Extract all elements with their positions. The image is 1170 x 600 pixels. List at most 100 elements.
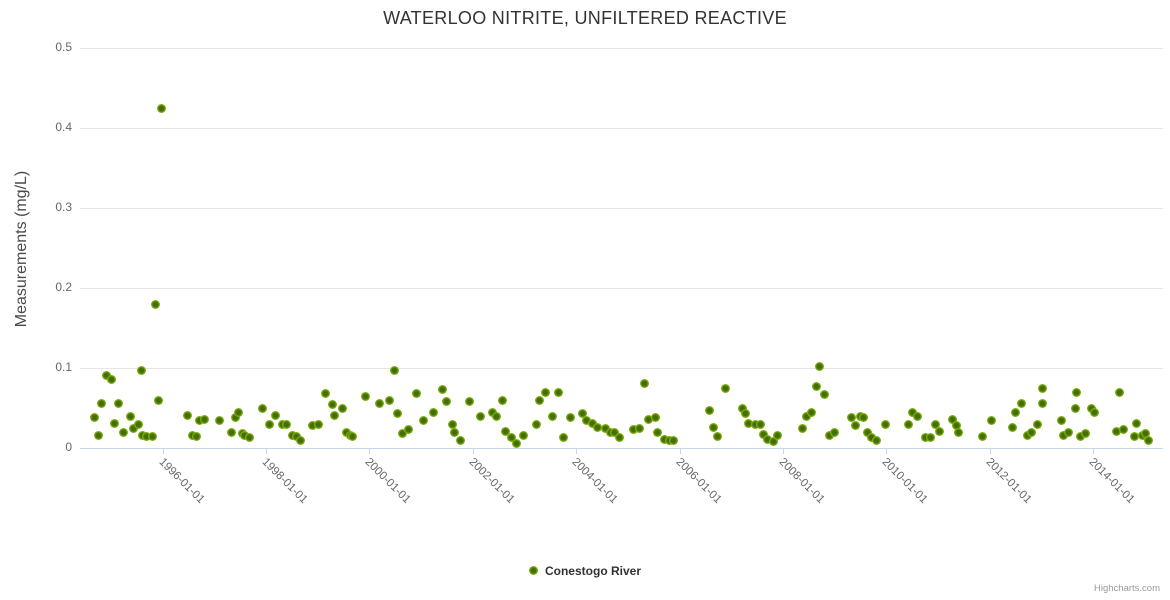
data-point[interactable] — [500, 426, 510, 436]
data-point[interactable] — [192, 432, 202, 442]
data-point[interactable] — [952, 421, 962, 431]
data-point[interactable] — [659, 434, 669, 444]
data-point[interactable] — [134, 419, 144, 429]
data-point[interactable] — [338, 404, 348, 414]
data-point[interactable] — [1089, 407, 1099, 417]
data-point[interactable] — [321, 389, 331, 399]
data-point[interactable] — [1059, 430, 1069, 440]
data-point[interactable] — [881, 420, 891, 430]
data-point[interactable] — [851, 421, 861, 431]
data-point[interactable] — [329, 410, 339, 420]
data-point[interactable] — [824, 430, 834, 440]
data-point[interactable] — [437, 385, 447, 395]
data-point[interactable] — [292, 431, 302, 441]
data-point[interactable] — [535, 396, 545, 406]
data-point[interactable] — [704, 405, 714, 415]
data-point[interactable] — [1027, 427, 1037, 437]
data-point[interactable] — [653, 428, 663, 438]
data-point[interactable] — [913, 412, 923, 422]
data-point[interactable] — [245, 433, 255, 443]
data-point[interactable] — [987, 415, 997, 425]
data-point[interactable] — [858, 413, 868, 423]
data-point[interactable] — [759, 429, 769, 439]
data-point[interactable] — [110, 418, 120, 428]
data-point[interactable] — [1076, 432, 1086, 442]
data-point[interactable] — [200, 414, 210, 424]
data-point[interactable] — [926, 433, 936, 443]
data-point[interactable] — [265, 419, 275, 429]
data-point[interactable] — [1037, 384, 1047, 394]
data-point[interactable] — [547, 412, 557, 422]
data-point[interactable] — [566, 413, 576, 423]
data-point[interactable] — [1112, 426, 1122, 436]
data-point[interactable] — [614, 433, 624, 443]
data-point[interactable] — [977, 432, 987, 442]
data-point[interactable] — [553, 388, 563, 398]
data-point[interactable] — [102, 370, 112, 380]
data-point[interactable] — [231, 413, 241, 423]
data-point[interactable] — [114, 398, 124, 408]
data-point[interactable] — [511, 438, 521, 448]
data-point[interactable] — [137, 430, 147, 440]
data-point[interactable] — [389, 365, 399, 375]
data-point[interactable] — [239, 430, 249, 440]
data-point[interactable] — [1114, 387, 1124, 397]
data-point[interactable] — [720, 383, 730, 393]
data-point[interactable] — [807, 407, 817, 417]
data-point[interactable] — [743, 418, 753, 428]
data-point[interactable] — [1081, 429, 1091, 439]
data-point[interactable] — [768, 437, 778, 447]
data-point[interactable] — [531, 420, 541, 430]
data-point[interactable] — [126, 411, 136, 421]
data-point[interactable] — [954, 427, 964, 437]
data-point[interactable] — [360, 392, 370, 402]
data-point[interactable] — [1131, 418, 1141, 428]
data-point[interactable] — [587, 418, 597, 428]
data-point[interactable] — [708, 422, 718, 432]
data-point[interactable] — [1033, 420, 1043, 430]
data-point[interactable] — [476, 411, 486, 421]
data-point[interactable] — [1007, 422, 1017, 432]
data-point[interactable] — [1064, 427, 1074, 437]
data-point[interactable] — [119, 427, 129, 437]
data-point[interactable] — [107, 374, 117, 384]
data-point[interactable] — [592, 422, 602, 432]
data-point[interactable] — [398, 429, 408, 439]
data-point[interactable] — [215, 416, 225, 426]
data-point[interactable] — [755, 420, 765, 430]
data-point[interactable] — [811, 381, 821, 391]
data-point[interactable] — [713, 432, 723, 442]
data-point[interactable] — [506, 433, 516, 443]
data-point[interactable] — [668, 435, 678, 445]
data-point[interactable] — [871, 435, 881, 445]
data-point[interactable] — [488, 407, 498, 417]
data-point[interactable] — [640, 378, 649, 388]
data-point[interactable] — [1057, 415, 1067, 425]
data-point[interactable] — [374, 398, 384, 408]
data-point[interactable] — [1129, 432, 1139, 442]
data-point[interactable] — [347, 432, 357, 442]
data-point[interactable] — [829, 427, 839, 437]
data-point[interactable] — [183, 410, 193, 420]
data-point[interactable] — [577, 409, 587, 419]
data-point[interactable] — [1141, 429, 1151, 439]
data-point[interactable] — [195, 415, 205, 425]
data-point[interactable] — [308, 421, 318, 431]
data-point[interactable] — [137, 365, 147, 375]
data-point[interactable] — [1118, 425, 1128, 435]
data-point[interactable] — [634, 423, 644, 433]
data-point[interactable] — [412, 389, 422, 399]
data-point[interactable] — [270, 410, 280, 420]
data-point[interactable] — [392, 409, 402, 419]
data-point[interactable] — [418, 416, 428, 426]
data-point[interactable] — [921, 433, 931, 443]
data-point[interactable] — [385, 396, 395, 406]
data-point[interactable] — [128, 423, 138, 433]
data-point[interactable] — [650, 413, 660, 423]
data-point[interactable] — [442, 397, 451, 407]
data-point[interactable] — [148, 431, 158, 441]
highcharts-credits-link[interactable]: Highcharts.com — [1094, 583, 1160, 594]
data-point[interactable] — [1011, 408, 1021, 418]
data-point[interactable] — [802, 412, 812, 422]
data-point[interactable] — [628, 425, 638, 435]
